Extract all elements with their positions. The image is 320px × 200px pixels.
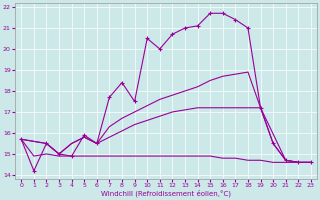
X-axis label: Windchill (Refroidissement éolien,°C): Windchill (Refroidissement éolien,°C) [101, 190, 231, 197]
